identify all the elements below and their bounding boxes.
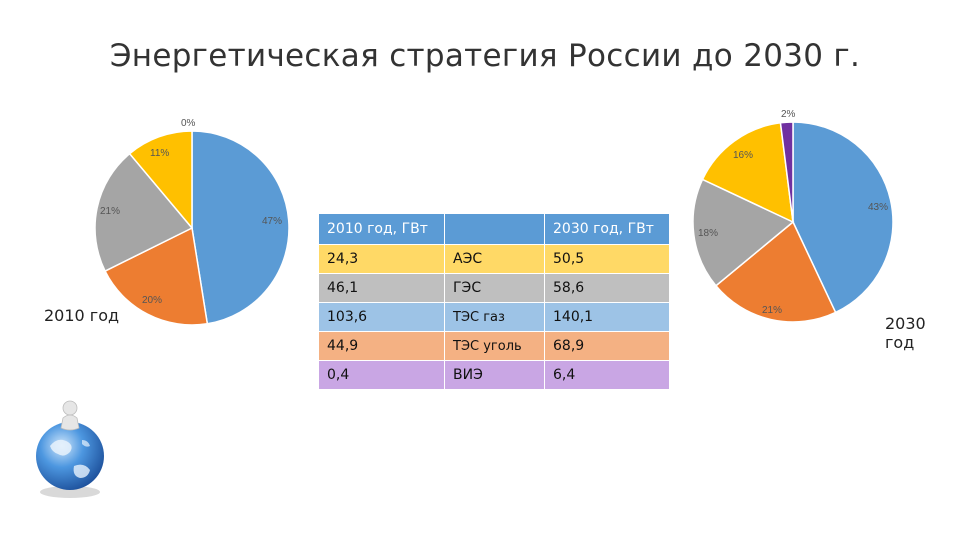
pie-slice-1 <box>792 121 894 314</box>
value-2030: 58,6 <box>544 273 670 303</box>
page-title: Энергетическая стратегия России до 2030 … <box>109 38 861 74</box>
pie-slice-4 <box>128 130 193 231</box>
table-row: 24,3 АЭС 50,5 <box>318 244 670 274</box>
pie-chart-2030: 43% 21% 18% 16% 2% <box>692 109 894 323</box>
value-2030: 6,4 <box>544 360 670 390</box>
header-type <box>444 213 545 245</box>
pie-data-label: 0% <box>181 118 196 129</box>
table-row: 103,6 ТЭС газ 140,1 <box>318 302 670 332</box>
value-2010: 103,6 <box>318 302 445 332</box>
pie-data-label: 47% <box>262 216 282 227</box>
pie-data-label: 21% <box>762 305 782 316</box>
pie-slice-2 <box>104 226 209 326</box>
value-2010: 24,3 <box>318 244 445 274</box>
pie-data-label: 11% <box>150 148 169 159</box>
table-row: 0,4 ВИЭ 6,4 <box>318 360 670 390</box>
type-name: АЭС <box>444 244 545 274</box>
pie-data-label: 18% <box>698 228 718 239</box>
capacity-table: 2010 год, ГВт 2030 год, ГВт 24,3 АЭС 50,5 4… <box>318 213 670 390</box>
value-2010: 44,9 <box>318 331 445 361</box>
pie-slice-5 <box>779 121 794 223</box>
header-2010: 2010 год, ГВт <box>318 213 445 245</box>
globe-icon <box>36 400 104 498</box>
header-2030: 2030 год, ГВт <box>544 213 670 245</box>
table-row: 44,9 ТЭС уголь 68,9 <box>318 331 670 361</box>
value-2010: 46,1 <box>318 273 445 303</box>
pie-slice-3 <box>692 178 795 287</box>
type-name: ТЭС газ <box>444 302 545 332</box>
value-2030: 50,5 <box>544 244 670 274</box>
pie-2030-title: 2030 год <box>885 314 926 352</box>
pie-slice-1 <box>191 130 290 325</box>
type-name: ВИЭ <box>444 360 545 390</box>
table-row: 46,1 ГЭС 58,6 <box>318 273 670 303</box>
pie-slice-3 <box>94 152 194 273</box>
pie-data-label: 20% <box>142 295 162 306</box>
pie-data-label: 43% <box>868 202 888 213</box>
pie-slice-2 <box>714 220 837 323</box>
pie-data-label: 2% <box>781 109 796 120</box>
type-name: ГЭС <box>444 273 545 303</box>
pie-slice-4 <box>701 121 794 224</box>
value-2030: 68,9 <box>544 331 670 361</box>
value-2010: 0,4 <box>318 360 445 390</box>
pie-chart-2010: 47% 20% 21% 11% 0% <box>94 118 290 326</box>
pie-data-label: 16% <box>733 150 753 161</box>
pie-data-label: 21% <box>100 206 120 217</box>
table-header-row: 2010 год, ГВт 2030 год, ГВт <box>318 213 670 245</box>
pie-2010-title: 2010 год <box>44 306 120 325</box>
type-name: ТЭС уголь <box>444 331 545 361</box>
value-2030: 140,1 <box>544 302 670 332</box>
